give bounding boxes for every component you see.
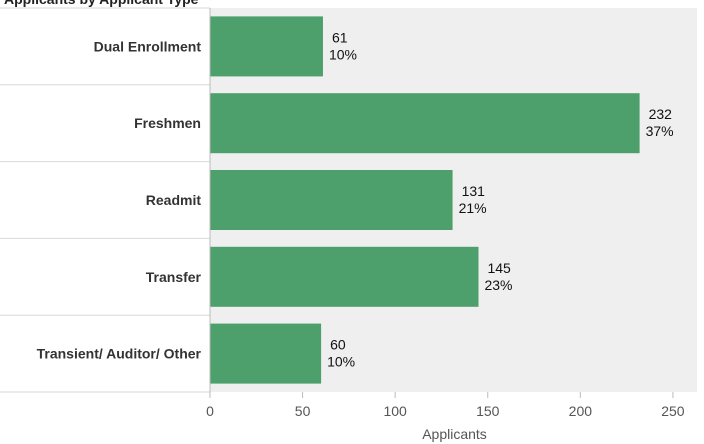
category-label: Dual Enrollment [94, 38, 202, 54]
x-tick-label: 0 [206, 403, 214, 419]
bar-value-label: 145 [487, 260, 511, 276]
category-label: Transient/ Auditor/ Other [37, 346, 202, 362]
x-tick-label: 200 [569, 403, 593, 419]
bar [210, 170, 453, 230]
bar [210, 16, 323, 77]
x-tick-label: 50 [295, 403, 311, 419]
chart-title: Applicants by Applicant Type [4, 0, 199, 7]
category-label: Freshmen [134, 115, 201, 131]
bar [210, 246, 479, 307]
category-label: Readmit [146, 192, 202, 208]
bar-value-label: 131 [462, 183, 486, 199]
bar-percent-label: 10% [327, 354, 355, 370]
bar-percent-label: 37% [646, 123, 674, 139]
x-tick-label: 150 [476, 403, 500, 419]
bar-value-label: 60 [330, 337, 346, 353]
bar-value-label: 61 [332, 29, 348, 45]
x-tick-label: 100 [383, 403, 407, 419]
bar-percent-label: 10% [329, 46, 357, 62]
x-axis-title: Applicants [422, 426, 487, 442]
x-tick-label: 250 [661, 403, 685, 419]
category-label: Transfer [146, 269, 202, 285]
bar-percent-label: 23% [484, 277, 512, 293]
bar-value-label: 232 [649, 106, 673, 122]
bar-percent-label: 21% [459, 200, 487, 216]
bar [210, 323, 322, 384]
bar [210, 93, 640, 154]
